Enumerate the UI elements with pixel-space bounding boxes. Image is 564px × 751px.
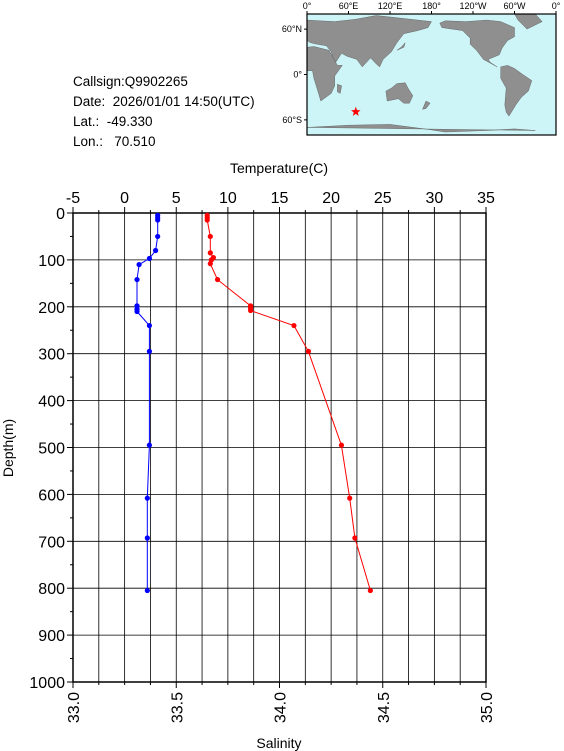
salinity-data-point: [146, 348, 153, 354]
salinity-data-point: [144, 495, 150, 501]
salinity-tick-label: 35.0: [479, 692, 496, 723]
salinity-data-point: [146, 255, 153, 262]
station-info: Callsign:Q9902265 Date: 2026/01/01 14:50…: [73, 72, 255, 152]
south-america-land: [500, 65, 533, 117]
temperature-data-point: [347, 495, 353, 501]
salinity-data-point: [146, 322, 153, 329]
temperature-axis-label: Temperature(C): [230, 160, 328, 176]
temperature-tick-label: 10: [219, 190, 237, 207]
temperature-tick-label: 15: [271, 190, 289, 207]
salinity-data-point: [144, 587, 150, 594]
salinity-data-point: [144, 535, 150, 541]
map-longitude-label: 120°E: [378, 1, 403, 11]
temperature-data-point: [204, 217, 210, 223]
depth-tick-label: 1000: [29, 675, 65, 692]
temperature-data-point: [291, 322, 297, 329]
map-longitude-label: 0°: [303, 1, 312, 11]
date-text: Date: 2026/01/01 14:50(UTC): [73, 94, 255, 109]
australia-land: [385, 82, 414, 104]
temperature-data-point: [214, 276, 221, 283]
map-longitude-label: 120°W: [459, 1, 487, 11]
salinity-axis-label: Salinity: [256, 735, 301, 751]
temperature-data-point: [247, 307, 254, 314]
eurasia-land: [306, 15, 432, 68]
salinity-data-point: [134, 276, 140, 283]
map-longitude-label: 0°: [552, 1, 561, 11]
depth-tick-label: 300: [38, 347, 65, 364]
temperature-data-point: [338, 442, 345, 448]
temperature-tick-label: 0: [120, 190, 129, 207]
temperature-data-point: [207, 233, 213, 240]
world-map: 0° 60°E 120°E 180° 120°W 60°W 0° 60°N 0° 60°S: [282, 1, 561, 136]
temperature-data-point: [207, 261, 213, 267]
salinity-tick-label: 33.5: [169, 692, 186, 723]
map-longitude-label: 60°W: [503, 1, 526, 11]
salinity-tick-label: 33.0: [66, 692, 83, 723]
depth-axis-label: Depth(m): [0, 419, 16, 477]
map-longitude-label: 180°: [422, 1, 441, 11]
depth-tick-label: 600: [38, 487, 65, 504]
salinity-tick-label: 34.0: [273, 692, 290, 723]
japan-land: [396, 42, 406, 51]
temperature-profile-line: [206, 215, 371, 591]
latitude-text: Lat.: -49.330: [73, 114, 153, 129]
temperature-data-point: [305, 348, 312, 354]
salinity-data-point: [134, 308, 140, 315]
map-longitude-label: 60°E: [339, 1, 359, 11]
temperature-tick-label: 35: [477, 190, 495, 207]
depth-tick-label: 800: [38, 581, 65, 598]
depth-tick-label: 400: [38, 394, 65, 411]
salinity-data-point: [146, 442, 153, 448]
temperature-data-point: [352, 535, 358, 541]
longitude-text: Lon.: 70.510: [73, 134, 156, 149]
temperature-tick-label: 30: [425, 190, 443, 207]
station-star-icon: [351, 106, 361, 116]
temperature-tick-label: 5: [172, 190, 181, 207]
depth-tick-label: 0: [56, 206, 65, 223]
temperature-data-point: [207, 250, 213, 256]
depth-tick-label: 900: [38, 628, 65, 645]
callsign-text: Callsign:Q9902265: [73, 74, 188, 89]
depth-tick-label: 700: [38, 534, 65, 551]
temperature-tick-label: 25: [374, 190, 392, 207]
depth-tick-label: 100: [38, 253, 65, 270]
madagascar-land: [337, 84, 342, 94]
salinity-data-point: [153, 247, 159, 254]
depth-tick-label: 500: [38, 441, 65, 458]
map-latitude-label: 0°: [293, 70, 302, 80]
salinity-tick-label: 34.5: [376, 692, 393, 723]
north-america-land: [439, 19, 515, 68]
salinity-data-point: [136, 261, 142, 268]
chart-grid: [72, 212, 487, 683]
new-zealand-land: [422, 100, 431, 110]
temperature-data-point: [367, 587, 373, 594]
salinity-data-point: [155, 233, 161, 240]
africa-land: [306, 46, 343, 102]
chart-series: [134, 212, 373, 594]
temperature-tick-label: 20: [322, 190, 340, 207]
map-latitude-label: 60°N: [282, 24, 302, 34]
salinity-data-point: [155, 217, 161, 223]
depth-tick-label: 200: [38, 300, 65, 317]
temperature-tick-label: -5: [66, 190, 80, 207]
map-latitude-label: 60°S: [282, 115, 302, 125]
salinity-profile-line: [136, 215, 159, 591]
